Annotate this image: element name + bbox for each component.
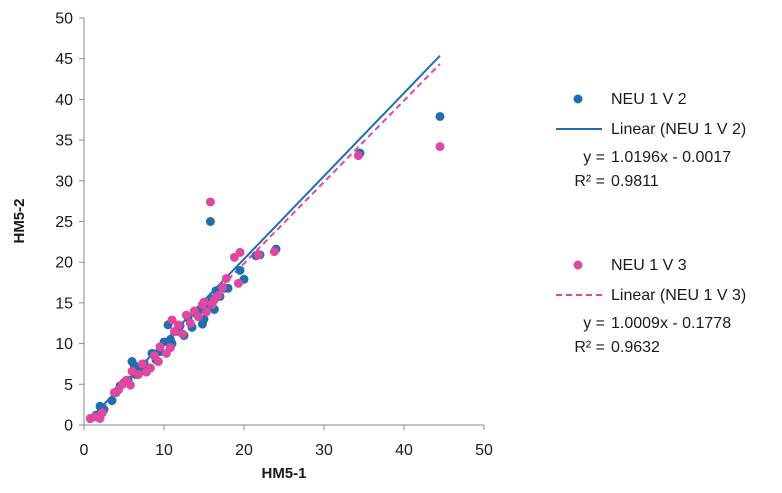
data-point-series-1 — [205, 217, 215, 226]
data-point-series-2 — [125, 380, 135, 390]
trend-equation: 1.0196x - 0.0017 — [611, 149, 731, 166]
data-point-series-2 — [137, 359, 147, 369]
data-point-series-2 — [181, 310, 191, 320]
data-point-series-2 — [269, 247, 279, 257]
legend-marker — [573, 94, 583, 104]
r-squared-value: 0.9632 — [611, 339, 660, 356]
y-axis-title: HM5-2 — [11, 198, 28, 243]
data-point-series-2 — [177, 329, 187, 339]
data-point-series-2 — [133, 370, 143, 380]
data-point-series-2 — [145, 363, 155, 373]
data-point-series-2 — [233, 278, 243, 288]
y-tick-label: 35 — [55, 133, 73, 150]
data-point-series-2 — [201, 307, 211, 317]
y-tick-label: 30 — [55, 173, 73, 190]
legend-label: NEU 1 V 3 — [611, 257, 687, 274]
trend-equation-label: y = — [583, 315, 605, 332]
data-point-series-2 — [235, 247, 245, 257]
data-point-series-2 — [221, 273, 231, 283]
data-point-series-1 — [107, 396, 117, 406]
trend-equation-label: y = — [583, 149, 605, 166]
r-squared-value: 0.9811 — [611, 173, 659, 190]
data-point-series-2 — [97, 408, 107, 418]
y-tick-label: 45 — [55, 51, 73, 68]
data-point-series-2 — [169, 326, 179, 336]
legend-label: Linear (NEU 1 V 2) — [611, 121, 746, 138]
data-point-series-2 — [165, 343, 175, 353]
legend-label: NEU 1 V 2 — [611, 91, 687, 108]
plot-area: 0 5 10 15 20 25 30 35 40 45 50 0 10 20 30 40 50 — [55, 11, 493, 460]
data-point-series-2 — [205, 197, 215, 207]
data-point-series-2 — [153, 357, 163, 367]
data-point-series-2 — [155, 342, 165, 352]
y-tick-label: 25 — [55, 214, 73, 231]
x-tick-label: 20 — [235, 442, 253, 459]
data-point-series-2 — [435, 142, 445, 152]
data-point-series-2 — [173, 320, 183, 330]
data-point-series-2 — [217, 282, 227, 292]
y-tick-label: 50 — [55, 11, 73, 28]
y-tick-label: 15 — [55, 295, 73, 312]
data-point-series-2 — [213, 291, 223, 301]
x-tick-label: 0 — [80, 442, 89, 459]
trend-equation: 1.0009x - 0.1778 — [611, 315, 731, 332]
legend-marker — [573, 260, 583, 270]
trendline — [87, 54, 441, 422]
data-point-series-2 — [253, 250, 263, 260]
x-tick-label: 40 — [395, 442, 413, 459]
x-tick-label: 10 — [155, 442, 173, 459]
data-point-series-2 — [199, 297, 209, 307]
y-tick-label: 0 — [64, 418, 73, 435]
y-tick-label: 40 — [55, 92, 73, 109]
x-tick-label: 50 — [475, 442, 493, 459]
y-tick-label: 20 — [55, 255, 73, 272]
data-point-series-2 — [185, 318, 195, 328]
data-point-series-1 — [435, 111, 445, 121]
x-tick-label: 30 — [315, 442, 333, 459]
data-point-series-1 — [235, 265, 245, 275]
data-point-series-2 — [353, 151, 363, 161]
y-tick-label: 10 — [55, 336, 73, 353]
x-axis-title: HM5-1 — [261, 465, 306, 482]
r-squared-label: R² = — [574, 339, 605, 356]
data-point-series-2 — [193, 312, 203, 322]
y-tick-label: 5 — [64, 377, 73, 394]
legend-label: Linear (NEU 1 V 3) — [611, 287, 746, 304]
data-point-series-2 — [167, 315, 177, 325]
r-squared-label: R² = — [574, 173, 605, 190]
legend: NEU 1 V 2 Linear (NEU 1 V 2) y = 1.0196x - … — [556, 91, 746, 356]
